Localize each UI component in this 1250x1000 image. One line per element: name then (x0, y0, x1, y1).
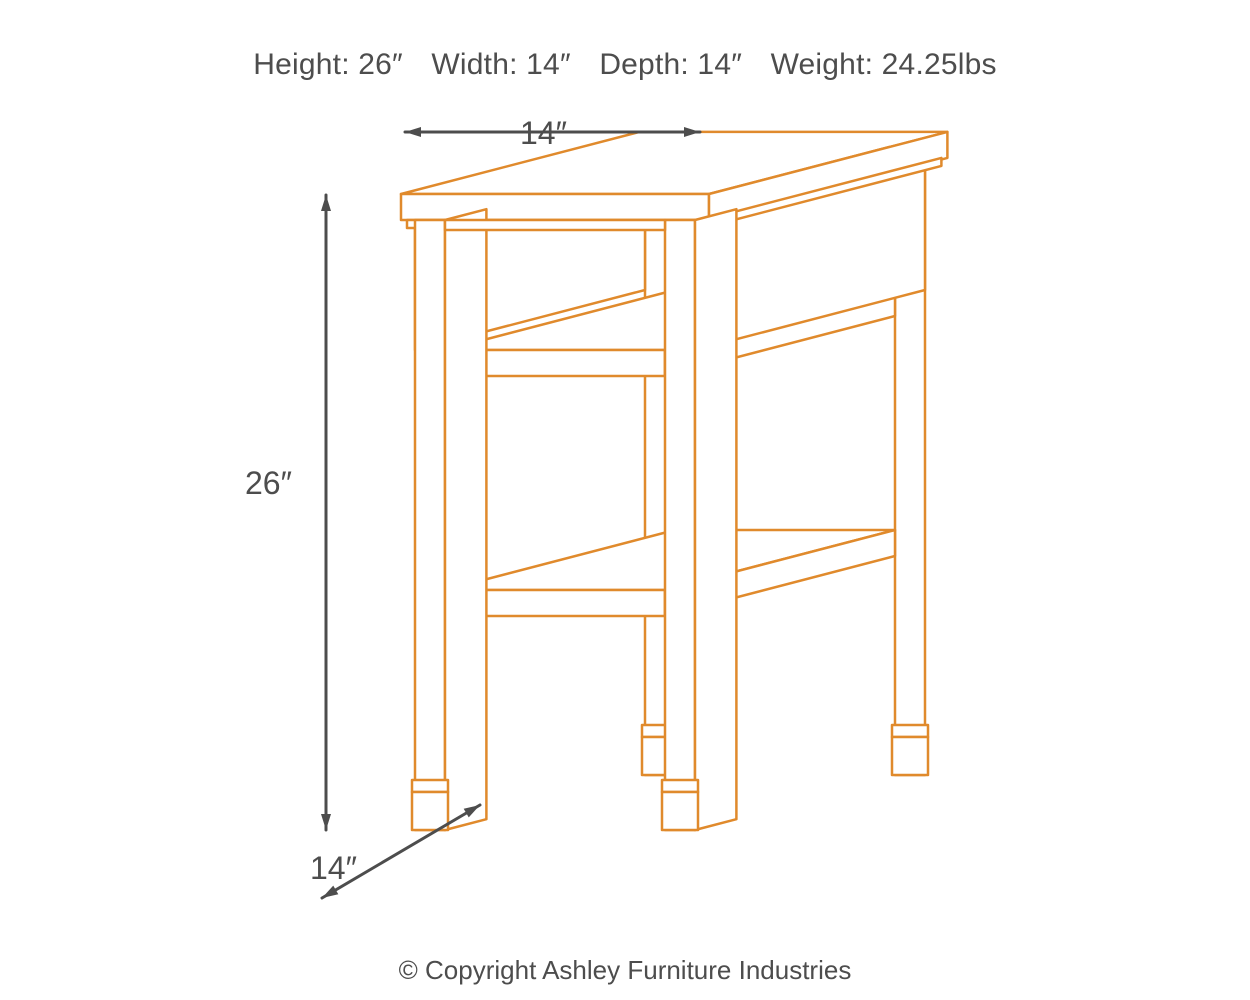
diagram-stage (0, 0, 1250, 1000)
